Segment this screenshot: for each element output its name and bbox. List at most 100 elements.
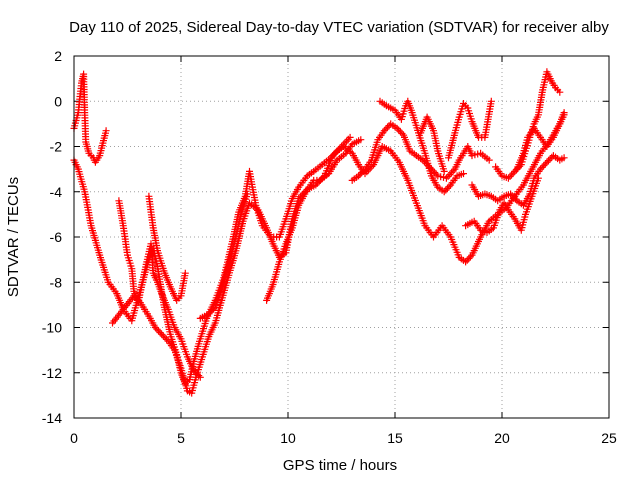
series-track-8 [348,120,493,184]
series-track-5 [145,192,189,304]
data-point-marker [432,170,440,178]
data-point-marker [384,123,391,131]
data-point-marker [346,133,354,141]
data-point-marker [193,370,201,378]
series-track-1 [70,70,110,166]
data-point-marker [208,307,216,314]
data-point-marker [359,167,367,175]
data-point-marker [537,165,544,173]
series-track-4 [115,197,204,381]
series-track-7 [263,133,354,304]
data-point-marker [396,128,404,136]
data-point-marker [358,169,366,176]
data-point-marker [158,330,166,338]
data-point-marker [538,163,546,171]
data-point-marker [440,167,448,175]
data-point-marker [462,258,470,266]
x-tick-labels: 0 5 10 15 20 25 [70,430,617,446]
series-track-11 [445,97,495,162]
series-track-12 [462,174,542,236]
data-point-marker [243,190,251,198]
data-point-marker [507,190,515,198]
x-tick-label: 20 [494,430,510,446]
x-tick-label: 10 [280,430,296,446]
data-point-marker [546,155,554,163]
series-track-13 [468,152,568,209]
y-axis-label: SDTVAR / TECUs [5,177,22,297]
data-point-marker [393,124,401,132]
series-line [471,154,565,207]
data-point-marker [556,88,564,96]
data-point-marker [445,183,453,191]
series-track-6 [196,190,251,322]
x-tick-label: 0 [70,430,78,446]
data-point-marker [540,162,548,170]
chart-title: Day 110 of 2025, Sidereal Day-to-day VTE… [69,19,609,36]
data-point-marker [355,172,363,180]
data-point-marker [205,310,213,318]
data-point-marker [210,305,218,313]
y-tick-label: 0 [54,93,62,109]
data-point-marker [508,192,516,200]
data-point-marker [102,127,110,135]
data-point-marker [440,188,448,196]
data-point-marker [151,324,159,331]
x-tick-label: 25 [601,430,617,446]
data-point-marker [357,136,365,144]
data-point-marker [465,255,473,262]
data-point-marker [506,173,514,180]
data-point-marker [163,335,171,343]
y-tick-label: -4 [50,184,63,200]
data-series [70,68,568,397]
data-point-marker [443,184,451,192]
data-point-marker [196,373,204,381]
data-point-marker [508,171,516,179]
data-point-marker [543,158,551,166]
data-point-marker [156,329,164,337]
data-point-marker [560,109,568,117]
data-point-marker [382,125,390,133]
y-tick-label: -10 [42,320,62,336]
y-tick-label: -6 [50,229,63,245]
x-tick-label: 15 [387,430,403,446]
data-point-marker [380,127,388,135]
series-track-14 [492,68,564,182]
series-track-15 [513,109,568,173]
data-point-marker [191,368,199,376]
data-point-marker [466,253,474,261]
y-tick-label: -8 [50,274,63,290]
data-point-marker [463,256,471,264]
y-tick-label: 2 [54,48,62,64]
y-tick-label: -14 [42,410,62,426]
data-point-marker [442,186,450,194]
data-point-marker [395,126,403,134]
data-point-marker [487,97,495,105]
data-point-marker [398,130,406,137]
data-point-marker [159,332,167,340]
y-tick-label: -2 [50,139,63,155]
data-point-marker [560,154,568,162]
data-point-marker [460,170,467,178]
data-point-marker [206,308,214,316]
series-track-10 [417,113,448,175]
data-point-marker [485,156,493,164]
data-point-marker [545,157,552,165]
data-point-marker [155,327,162,335]
x-axis-label: GPS time / hours [283,457,397,474]
data-point-marker [356,170,364,178]
data-point-marker [153,325,161,333]
data-point-marker [190,367,198,374]
data-point-marker [161,334,169,342]
series-track-2 [70,111,568,388]
data-point-marker [181,269,189,277]
y-tick-labels: -14 -12 -10 -8 -6 -4 -2 0 2 [42,48,62,426]
data-point-marker [195,372,203,380]
data-point-marker [511,195,519,203]
data-point-marker [431,169,439,176]
plot-frame [73,55,610,419]
data-point-marker [509,169,517,177]
x-tick-label: 5 [177,430,185,446]
y-tick-label: -12 [42,365,62,381]
data-point-marker [541,160,549,168]
